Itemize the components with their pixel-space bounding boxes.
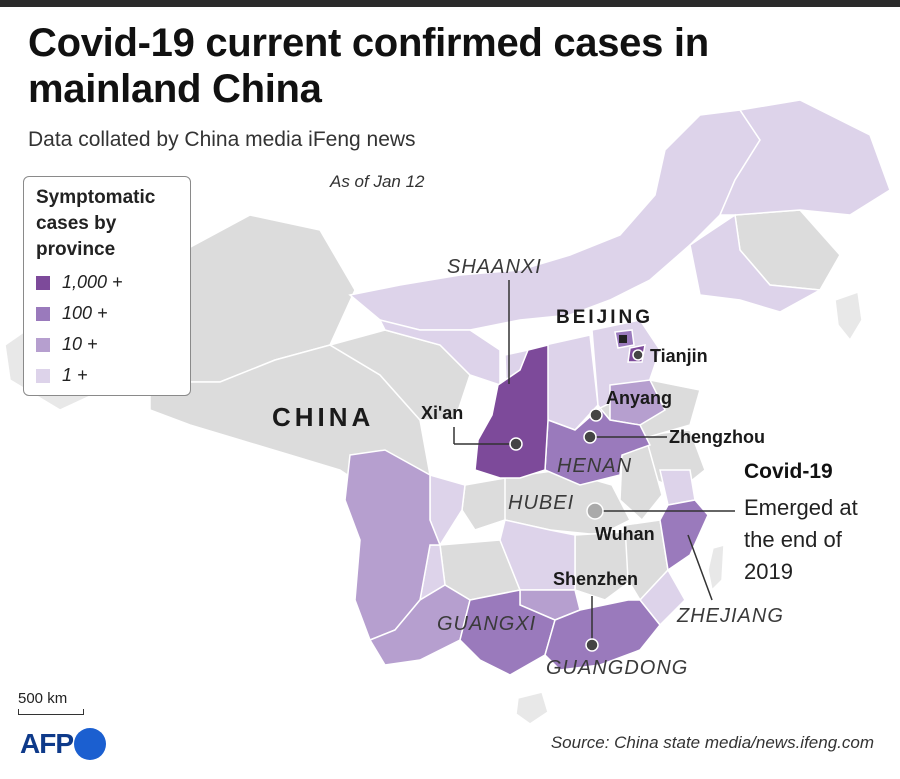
annotation-heading: Covid-19 — [744, 460, 833, 483]
taiwan-island — [707, 544, 725, 592]
scale-bar: 500 km — [18, 690, 84, 715]
annotation-text: Emerged at the end of 2019 — [744, 495, 858, 584]
tianjin-marker — [632, 349, 644, 361]
legend-label: 1,000 + — [62, 272, 123, 292]
province-zhejiang-north — [659, 469, 696, 506]
map-legend: Symptomatic cases by province 1,000 + 10… — [23, 176, 191, 396]
hainan-island — [515, 691, 549, 725]
scale-line — [18, 709, 84, 715]
legend-label: 100 + — [62, 303, 108, 323]
afp-logo: AFP — [20, 728, 106, 760]
province-zhejiang — [659, 499, 709, 572]
legend-swatch — [36, 306, 50, 321]
shaanxi-label: SHAANXI — [447, 256, 542, 278]
legend-swatch — [36, 368, 50, 383]
wuhan-marker — [586, 502, 604, 520]
anyang-label: Anyang — [606, 388, 673, 408]
scale-label: 500 km — [18, 690, 68, 707]
legend-item: 100 + — [36, 298, 178, 329]
legend-swatch — [36, 337, 50, 352]
legend-swatch — [36, 275, 50, 290]
shenzhen-label: Shenzhen — [553, 569, 639, 589]
xian-marker — [509, 437, 523, 451]
zhejiang-label: ZHEJIANG — [677, 605, 784, 627]
xian-label: Xi'an — [421, 403, 464, 423]
top-bar — [0, 0, 900, 7]
korea-peninsula — [834, 290, 863, 342]
province-chongqing — [461, 477, 506, 531]
legend-item: 10 + — [36, 329, 178, 360]
country-label: CHINA — [272, 402, 375, 432]
as-of-date: As of Jan 12 — [330, 172, 425, 191]
legend-item: 1,000 + — [36, 267, 178, 298]
guangxi-label: GUANGXI — [437, 613, 537, 635]
tianjin-label: Tianjin — [650, 346, 708, 366]
guangdong-label: GUANGDONG — [546, 657, 689, 679]
legend-item: 1 + — [36, 360, 178, 391]
legend-title: Symptomatic cases by province — [36, 187, 156, 260]
legend-label: 1 + — [62, 365, 88, 385]
province-guangdong — [544, 599, 661, 671]
shenzhen-marker — [585, 638, 599, 652]
province-heilongjiang — [718, 99, 891, 216]
zhengzhou-marker — [583, 430, 597, 444]
afp-logo-text: AFP — [20, 728, 74, 759]
map-title: Covid-19 current confirmed cases in main… — [28, 21, 709, 111]
wuhan-label: Wuhan — [595, 524, 655, 544]
afp-logo-dot — [74, 728, 106, 760]
province-inner-mongolia — [348, 109, 761, 331]
zhengzhou-label: Zhengzhou — [669, 427, 765, 447]
zhejiang-leader — [687, 534, 713, 601]
map-subtitle: Data collated by China media iFeng news — [28, 128, 416, 151]
source-note: Source: China state media/news.ifeng.com — [550, 733, 874, 752]
beijing-label: BEIJING — [556, 307, 654, 328]
legend-label: 10 + — [62, 334, 98, 354]
province-shandong-10 — [609, 379, 666, 426]
beijing-marker — [619, 335, 627, 343]
hubei-label: HUBEI — [508, 492, 575, 514]
henan-label: HENAN — [557, 455, 633, 477]
province-liaoning — [689, 213, 823, 313]
anyang-marker — [589, 408, 603, 422]
